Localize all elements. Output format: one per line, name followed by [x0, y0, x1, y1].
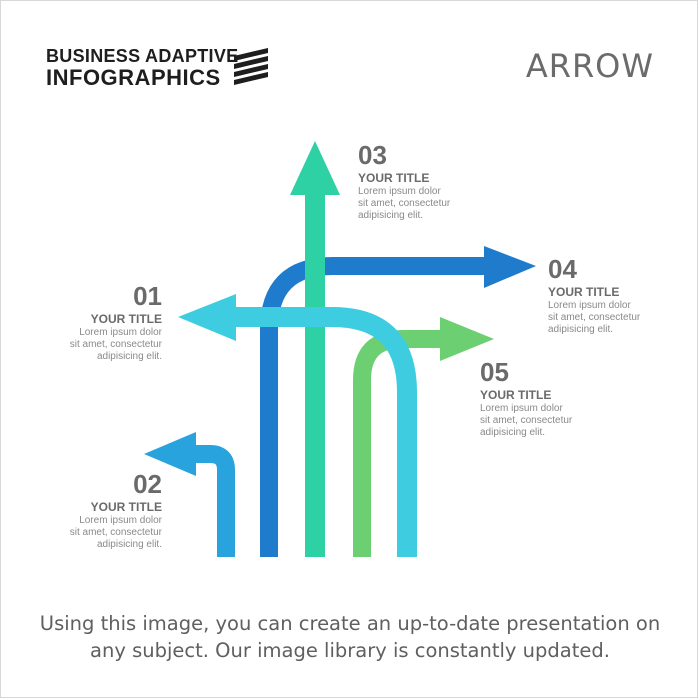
striped-logo-icon	[234, 48, 268, 85]
label-05-body: Lorem ipsum dolor sit amet, consectetur …	[480, 403, 573, 438]
logo: BUSINESS ADAPTIVE INFOGRAPHICS	[46, 46, 268, 90]
label-02: 02 YOUR TITLE Lorem ipsum dolor sit amet…	[2, 470, 162, 551]
label-01-number: 01	[133, 281, 162, 311]
label-03-body: Lorem ipsum dolor sit amet, consectetur …	[358, 186, 451, 221]
label-04-number: 04	[548, 254, 577, 284]
caption: Using this image, you can create an up-t…	[39, 612, 661, 662]
arrow-05	[353, 317, 494, 557]
label-05: 05 YOUR TITLE Lorem ipsum dolor sit amet…	[480, 358, 640, 439]
arrow-02	[144, 432, 235, 557]
label-02-title: YOUR TITLE	[90, 500, 162, 514]
label-05-number: 05	[480, 357, 509, 387]
label-01: 01 YOUR TITLE Lorem ipsum dolor sit amet…	[2, 282, 162, 363]
label-03: 03 YOUR TITLE Lorem ipsum dolor sit amet…	[358, 141, 518, 222]
arrow-01	[178, 294, 417, 557]
logo-line-2: INFOGRAPHICS	[46, 65, 221, 90]
logo-line-1: BUSINESS ADAPTIVE	[46, 46, 239, 66]
label-04-body: Lorem ipsum dolor sit amet, consectetur …	[548, 300, 641, 335]
label-02-number: 02	[133, 469, 162, 499]
label-01-body: Lorem ipsum dolor sit amet, consectetur …	[69, 327, 162, 362]
section-label: ARROW	[525, 47, 654, 85]
label-01-title: YOUR TITLE	[90, 312, 162, 326]
label-03-number: 03	[358, 140, 387, 170]
label-02-body: Lorem ipsum dolor sit amet, consectetur …	[69, 515, 162, 550]
label-04-title: YOUR TITLE	[548, 285, 620, 299]
arrow-03	[290, 141, 340, 557]
label-03-title: YOUR TITLE	[358, 171, 430, 185]
label-04: 04 YOUR TITLE Lorem ipsum dolor sit amet…	[548, 255, 700, 336]
label-05-title: YOUR TITLE	[480, 388, 552, 402]
